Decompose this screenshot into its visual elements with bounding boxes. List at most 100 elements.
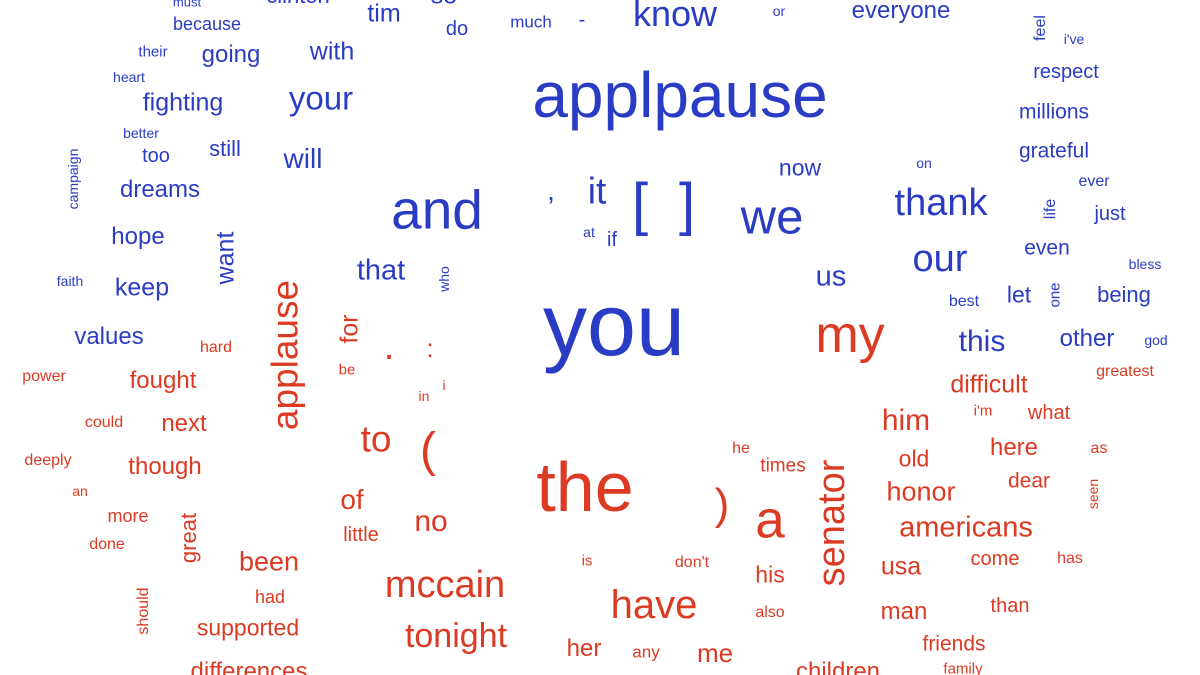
word-their: their <box>138 43 168 61</box>
word-will: will <box>283 143 323 174</box>
word-if: if <box>607 229 617 251</box>
word-god: god <box>1144 332 1168 348</box>
word-though: though <box>128 453 202 480</box>
word-on: on <box>916 155 932 171</box>
word-as: as <box>1090 440 1108 457</box>
word-deeply: deeply <box>24 452 72 469</box>
word-here: here <box>989 434 1039 461</box>
word-millions: millions <box>1018 100 1090 124</box>
word-little: little <box>343 524 379 546</box>
word-dear: dear <box>1007 469 1051 493</box>
word-americans: americans <box>899 511 1033 544</box>
word-want: want <box>211 231 240 285</box>
word-differences: differences <box>190 658 308 675</box>
word-let: let <box>1006 281 1032 308</box>
word-times: times <box>760 455 806 477</box>
word-family: family <box>943 660 983 675</box>
word-could: could <box>84 414 124 431</box>
word-hard: hard <box>199 339 233 356</box>
word-know: know <box>632 0 718 34</box>
word-because: because <box>172 14 242 34</box>
word-is: is <box>581 552 593 570</box>
word-keep: keep <box>114 273 170 302</box>
word-grateful: grateful <box>1018 139 1090 163</box>
word-too: too <box>142 145 170 167</box>
word-heart: heart <box>113 69 145 85</box>
word-your: your <box>288 79 354 117</box>
word-much: much <box>510 12 552 32</box>
word-tim: tim <box>367 0 401 28</box>
word-senator: senator <box>811 459 853 587</box>
word-do: do <box>445 18 469 40</box>
word-difficult: difficult <box>950 370 1028 399</box>
word-respect: respect <box>1033 61 1099 83</box>
word-ive: i've <box>1063 31 1085 47</box>
word-and: and <box>391 178 483 241</box>
word-or: or <box>772 3 786 19</box>
word-values: values <box>74 323 144 350</box>
word-his: his <box>755 561 785 588</box>
word-you: you <box>543 275 685 374</box>
word-fought: fought <box>129 367 197 394</box>
word-being: being <box>1097 282 1151 307</box>
word-dash: - <box>578 9 586 31</box>
word-old: old <box>898 445 930 472</box>
word-usa: usa <box>880 552 922 581</box>
word-just: just <box>1094 203 1126 225</box>
word-more: more <box>107 506 149 526</box>
word-bless: bless <box>1128 256 1162 272</box>
word-even: even <box>1024 236 1070 260</box>
word-tonight: tonight <box>404 617 508 655</box>
word-power: power <box>22 368 66 385</box>
word-a: a <box>755 490 785 550</box>
word-open-bracket: [ <box>631 172 649 237</box>
word-feel: feel <box>1032 15 1049 41</box>
word-great: great <box>176 512 201 564</box>
word-dreams: dreams <box>119 176 201 203</box>
word-no: no <box>414 505 448 538</box>
word-clinton: clinton <box>266 0 330 7</box>
word-had: had <box>254 587 286 607</box>
word-fighting: fighting <box>142 88 224 117</box>
word-one: one <box>1046 282 1064 308</box>
word-mccain: mccain <box>384 564 506 606</box>
word-done: done <box>89 536 125 553</box>
word-it: it <box>587 170 607 212</box>
word-man: man <box>880 598 928 625</box>
word-has: has <box>1057 550 1083 567</box>
word-comma: , <box>547 175 555 206</box>
word-faith: faith <box>56 273 84 289</box>
word-other: other <box>1059 325 1115 352</box>
word-come: come <box>970 548 1020 570</box>
word-for: for <box>335 314 364 344</box>
word-next: next <box>161 410 207 437</box>
word-that: that <box>356 254 406 287</box>
word-campaign: campaign <box>65 148 81 210</box>
word-of: of <box>340 484 364 515</box>
word-dont: don't <box>674 554 710 571</box>
word-still: still <box>209 136 241 161</box>
word-seen: seen <box>1085 478 1101 510</box>
word-life: life <box>1042 198 1059 220</box>
word-him: him <box>881 404 931 437</box>
word-honor: honor <box>886 476 956 507</box>
word-have: have <box>610 583 698 627</box>
word-me: me <box>696 638 734 668</box>
word-than: than <box>990 595 1030 617</box>
word-the: the <box>536 448 634 526</box>
word-now: now <box>778 154 822 181</box>
word-what: what <box>1027 402 1071 424</box>
word-who: who <box>436 266 452 292</box>
word-applpause: applpause <box>532 59 828 131</box>
word-this: this <box>958 325 1006 358</box>
word-also: also <box>755 604 785 621</box>
word-in: in <box>418 388 430 404</box>
word-im: i'm <box>973 402 993 420</box>
word-us: us <box>815 260 847 293</box>
word-he: he <box>732 440 750 457</box>
word-going: going <box>201 41 261 68</box>
word-thank: thank <box>894 182 988 224</box>
word-must: must <box>172 0 202 10</box>
word-be: be <box>338 361 356 379</box>
